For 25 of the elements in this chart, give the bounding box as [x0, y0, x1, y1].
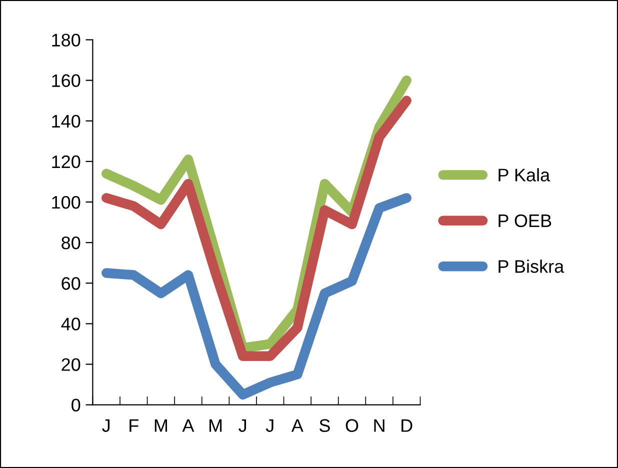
y-tick-label: 60 — [62, 277, 80, 290]
x-tick-label: O — [346, 419, 358, 432]
x-tick-label: M — [209, 419, 222, 432]
y-tick-label: 120 — [52, 155, 80, 168]
x-tick-label: A — [291, 419, 304, 432]
y-tick-label: 40 — [61, 318, 80, 330]
y-tick-label: 100 — [52, 196, 80, 209]
y-tick-label: 80 — [62, 236, 80, 250]
x-tick-label: J — [102, 419, 110, 432]
x-tick-label: J — [266, 419, 274, 432]
x-tick-label: N — [374, 419, 384, 432]
x-tick-label: S — [320, 419, 330, 432]
x-tick-label: F — [130, 419, 138, 432]
legend-label: P Kala — [498, 168, 550, 182]
y-tick-label: 140 — [52, 114, 80, 128]
legend-label: P Biskra — [498, 260, 564, 273]
y-tick-label: 0 — [72, 398, 80, 412]
legend-label: P OEB — [498, 214, 552, 228]
y-tick-label: 160 — [52, 74, 80, 88]
x-tick-label: M — [154, 419, 167, 432]
y-tick-label: 180 — [52, 34, 80, 46]
x-tick-label: D — [402, 419, 412, 432]
y-tick-label: 20 — [62, 358, 80, 371]
x-tick-label: A — [182, 419, 194, 432]
x-tick-label: J — [238, 419, 246, 432]
